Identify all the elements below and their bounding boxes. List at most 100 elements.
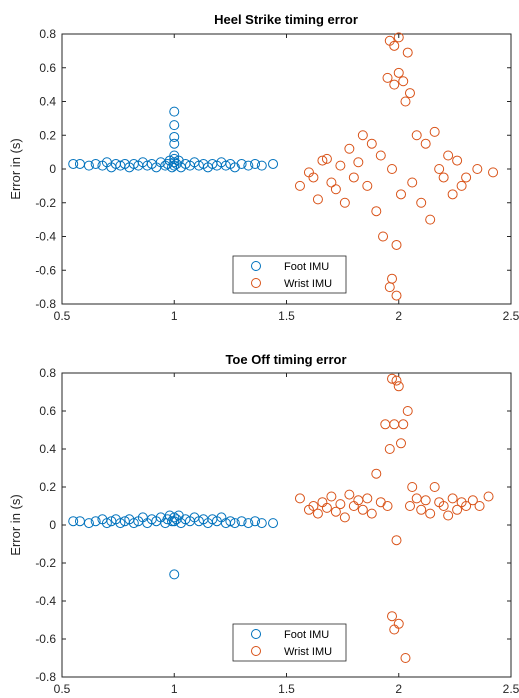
toe-off-chart: Toe Off timing error Error in (s) 0.5 1 1.…: [8, 352, 519, 696]
legend-marker-foot: [251, 629, 261, 639]
wrist-imu-point: [443, 150, 454, 161]
wrist-imu-point: [330, 184, 341, 195]
x-tick-labels: 0.5 1 1.5 2 2.5: [54, 309, 519, 323]
wrist-imu-point: [420, 495, 431, 506]
wrist-imu-point: [425, 214, 436, 225]
wrist-imu-point: [384, 444, 395, 454]
wrist-imu-point: [416, 504, 427, 515]
foot-imu-point: [90, 158, 101, 169]
wrist-imu-point: [393, 32, 404, 43]
wrist-imu-point: [335, 499, 346, 510]
foot-imu-point: [229, 518, 240, 529]
wrist-imu-point: [321, 502, 332, 513]
foot-imu-point: [250, 158, 261, 169]
wrist-imu-point: [438, 501, 449, 511]
y-tick-label: -0.6: [35, 263, 56, 277]
foot-imu-point: [169, 131, 180, 142]
y-tick-label: 0.8: [39, 27, 56, 41]
wrist-imu-point: [391, 290, 402, 301]
y-tick-label: -0.8: [35, 297, 56, 311]
wrist-imu-point: [308, 172, 319, 183]
wrist-imu-point: [400, 653, 411, 663]
y-tick-label: 0.8: [39, 366, 56, 380]
y-tick-label: 0.4: [39, 442, 56, 456]
foot-imu-point: [243, 160, 254, 171]
foot-imu-point: [68, 158, 79, 169]
wrist-imu-point: [357, 504, 368, 515]
wrist-imu-point: [294, 493, 305, 504]
foot-imu-point: [256, 518, 267, 529]
wrist-imu-point: [398, 76, 409, 87]
wrist-imu-point: [294, 180, 305, 191]
wrist-imu-point: [330, 506, 341, 517]
wrist-imu-point: [425, 508, 436, 519]
legend-marker-wrist: [251, 278, 261, 288]
wrist-imu-point: [389, 79, 400, 90]
wrist-imu-point: [404, 88, 415, 99]
wrist-imu-point: [447, 493, 458, 504]
y-axis-label: Error in (s): [8, 494, 23, 555]
y-axis-label: Error in (s): [8, 138, 23, 199]
foot-imu-point: [101, 518, 112, 529]
wrist-imu-point: [402, 406, 413, 416]
wrist-imu-point: [472, 164, 483, 174]
wrist-imu-point: [434, 164, 445, 174]
wrist-imu-point: [391, 239, 402, 250]
wrist-imu-point: [395, 438, 406, 449]
wrist-imu-point: [326, 491, 337, 502]
y-tick-label: 0.6: [39, 404, 56, 418]
wrist-imu-point: [308, 501, 319, 511]
y-tick-labels: -0.8 -0.6 -0.4 -0.2 0 0.2 0.4 0.6 0.8: [35, 27, 56, 311]
wrist-imu-point: [461, 501, 472, 511]
wrist-imu-point: [391, 375, 402, 386]
foot-imu-point: [90, 516, 101, 527]
data-points: [68, 373, 494, 663]
x-tick-label: 2: [395, 309, 402, 323]
wrist-imu-point: [402, 47, 413, 58]
legend-label-wrist: Wrist IMU: [284, 278, 332, 290]
legend: Foot IMU Wrist IMU: [232, 623, 347, 662]
wrist-imu-point: [382, 501, 393, 511]
x-tick-label: 1.5: [278, 682, 295, 696]
foot-imu-point: [169, 512, 180, 523]
wrist-imu-point: [382, 72, 393, 83]
wrist-imu-point: [429, 482, 440, 492]
heel-strike-chart: Heel Strike timing error Error in (s) 0.…: [8, 12, 519, 323]
wrist-imu-point: [416, 197, 427, 208]
foot-imu-point: [250, 516, 261, 527]
wrist-imu-point: [366, 138, 377, 149]
y-tick-label: 0.6: [39, 61, 56, 75]
wrist-imu-point: [344, 143, 355, 154]
y-tick-label: -0.4: [35, 594, 56, 608]
y-tick-label: -0.8: [35, 670, 56, 684]
x-tick-label: 1: [171, 309, 178, 323]
wrist-imu-point: [400, 96, 411, 107]
foot-imu-point: [173, 155, 184, 166]
foot-imu-point: [83, 518, 94, 529]
legend-box: [232, 623, 347, 662]
foot-imu-point: [169, 569, 180, 580]
wrist-imu-point: [411, 130, 422, 141]
y-tick-label: -0.4: [35, 230, 56, 244]
wrist-imu-point: [387, 611, 398, 622]
legend-marker-foot: [251, 261, 261, 271]
x-tick-label: 2.5: [503, 682, 519, 696]
tick-marks: [61, 33, 512, 305]
wrist-imu-point: [420, 138, 431, 149]
chart-title: Heel Strike timing error: [214, 12, 358, 27]
foot-imu-point: [169, 157, 180, 168]
foot-imu-point: [169, 153, 180, 164]
y-tick-labels: -0.8 -0.6 -0.4 -0.2 0 0.2 0.4 0.6 0.8: [35, 366, 56, 684]
wrist-imu-point: [371, 468, 382, 479]
y-tick-label: 0.2: [39, 480, 56, 494]
foot-imu-point: [268, 158, 279, 169]
wrist-imu-point: [404, 501, 415, 511]
foot-imu-point: [128, 518, 139, 529]
foot-imu-point: [229, 162, 240, 173]
x-tick-label: 2.5: [503, 309, 519, 323]
foot-imu-point: [169, 120, 180, 131]
foot-imu-point: [236, 516, 247, 527]
wrist-imu-point: [375, 150, 386, 161]
wrist-imu-point: [312, 194, 323, 205]
